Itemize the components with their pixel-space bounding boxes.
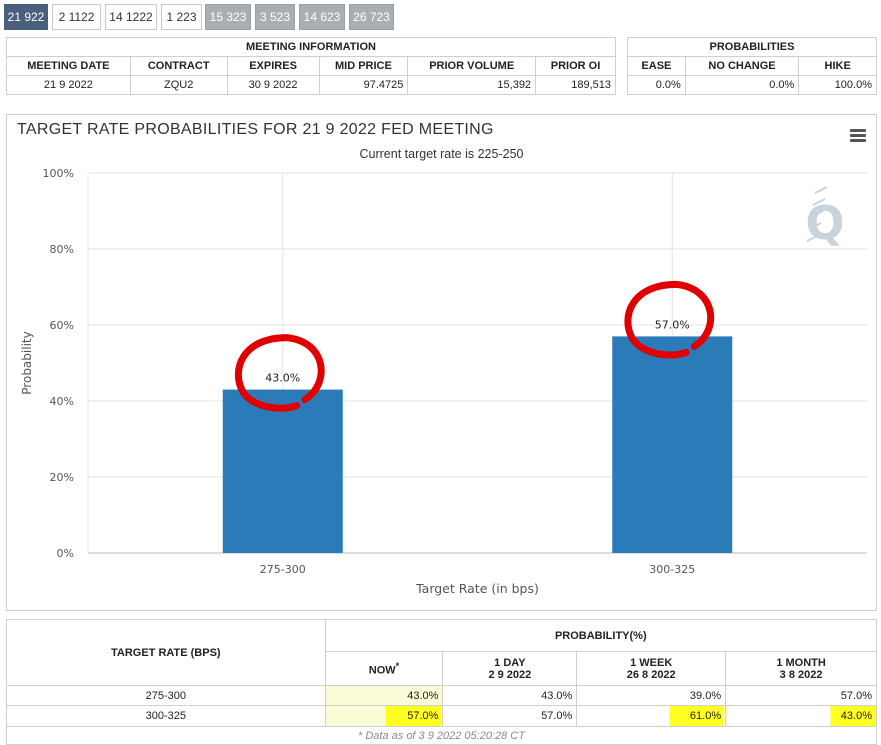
tab-meeting[interactable]: 3 523 bbox=[255, 4, 295, 30]
col-header: PRIOR OI bbox=[535, 56, 616, 76]
data-as-of-footnote: * Data as of 3 9 2022 05:20:28 CT bbox=[6, 726, 877, 745]
x-tick-label: 300-325 bbox=[649, 563, 695, 576]
bar bbox=[222, 389, 343, 553]
prior-oi: 189,513 bbox=[535, 75, 616, 95]
probabilities-table: PROBABILITIES EASE NO CHANGE HIKE 0.0% 0… bbox=[627, 37, 877, 95]
tab-meeting[interactable]: 26 723 bbox=[349, 4, 394, 30]
col-header: MID PRICE bbox=[318, 56, 409, 76]
x-tick-label: 275-300 bbox=[260, 563, 306, 576]
target-rate-header: TARGET RATE (BPS) bbox=[6, 619, 326, 686]
logo-stripe bbox=[810, 210, 824, 218]
logo-stripe bbox=[806, 234, 820, 242]
col-1day-label: 1 DAY bbox=[494, 656, 526, 669]
logo-stripe bbox=[812, 198, 826, 206]
q-logo-watermark: Q bbox=[805, 196, 844, 250]
prob-cell: 57.0% bbox=[442, 705, 578, 727]
rate-label: 300-325 bbox=[6, 705, 326, 727]
probabilities-caption: PROBABILITIES bbox=[627, 37, 877, 57]
probability-table: TARGET RATE (BPS) PROBABILITY(%) NOW* 1 … bbox=[6, 619, 878, 745]
bar-data-label: 57.0% bbox=[655, 318, 690, 331]
bar-chart: 0% 20% 40% 60% 80% 100% 43.0% 275-300 57.0% 300-3… bbox=[20, 167, 867, 596]
prob-cell: 57.0% bbox=[725, 685, 877, 706]
probability-header: PROBABILITY(%) bbox=[324, 619, 878, 652]
y-tick-label: 40% bbox=[50, 395, 74, 408]
y-tick-label: 100% bbox=[43, 167, 74, 180]
tab-meeting[interactable]: 21 922 bbox=[4, 4, 48, 30]
prob-cell-highlighted: 57.0% bbox=[324, 705, 444, 727]
col-header: PRIOR VOLUME bbox=[407, 56, 537, 76]
chart-menu-icon[interactable] bbox=[850, 129, 866, 142]
col-header: MEETING DATE bbox=[6, 56, 131, 76]
hike-value: 100.0% bbox=[798, 75, 877, 95]
bar bbox=[612, 336, 733, 553]
rate-label: 275-300 bbox=[6, 685, 326, 706]
tab-meeting[interactable]: 15 323 bbox=[205, 4, 251, 30]
y-tick-label: 0% bbox=[57, 547, 74, 560]
annotation-circle bbox=[624, 280, 715, 359]
prob-cell-highlighted: 43.0% bbox=[725, 705, 877, 727]
x-axis-title: Target Rate (in bps) bbox=[415, 581, 539, 596]
prior-volume: 15,392 bbox=[407, 75, 537, 95]
col-header: CONTRACT bbox=[129, 56, 228, 76]
col-1week-label: 1 WEEK bbox=[630, 656, 673, 669]
chart-panel: TARGET RATE PROBABILITIES FOR 21 9 2022 … bbox=[6, 114, 877, 611]
logo-stripe bbox=[808, 222, 822, 230]
chart-subtitle: Current target rate is 225-250 bbox=[359, 147, 524, 161]
prob-cell: 39.0% bbox=[576, 685, 727, 706]
col-now-label: NOW bbox=[368, 664, 396, 677]
col-header: NO CHANGE bbox=[684, 56, 800, 76]
col-header: EXPIRES bbox=[226, 56, 320, 76]
bar-data-label: 43.0% bbox=[265, 372, 300, 385]
col-now-sup: * bbox=[395, 660, 400, 671]
col-1month-label: 1 MONTH bbox=[776, 656, 826, 669]
tab-meeting[interactable]: 1 223 bbox=[161, 4, 202, 30]
y-tick-label: 20% bbox=[50, 471, 74, 484]
col-1week-date: 26 8 2022 bbox=[626, 668, 676, 681]
y-tick-label: 60% bbox=[50, 319, 74, 332]
tab-meeting[interactable]: 14 623 bbox=[299, 4, 345, 30]
meeting-info-caption: MEETING INFORMATION bbox=[6, 37, 616, 57]
y-axis-title: Probability bbox=[20, 331, 34, 394]
y-tick-label: 80% bbox=[50, 243, 74, 256]
col-1week: 1 WEEK 26 8 2022 bbox=[576, 651, 727, 686]
prob-cell-highlighted: 61.0% bbox=[576, 705, 727, 727]
annotation-circle bbox=[234, 334, 325, 412]
logo-stripe bbox=[814, 186, 828, 194]
mid-price: 97.4725 bbox=[318, 75, 409, 95]
meeting-info-table: MEETING INFORMATION MEETING DATE CONTRAC… bbox=[6, 37, 616, 95]
prob-cell: 43.0% bbox=[442, 685, 578, 706]
col-1day: 1 DAY 2 9 2022 bbox=[442, 651, 578, 686]
col-1month-date: 3 8 2022 bbox=[779, 668, 823, 681]
tab-meeting[interactable]: 2 1122 bbox=[52, 4, 101, 30]
col-1day-date: 2 9 2022 bbox=[488, 668, 532, 681]
ease-value: 0.0% bbox=[627, 75, 686, 95]
tab-meeting[interactable]: 14 1222 bbox=[105, 4, 157, 30]
expires: 30 9 2022 bbox=[226, 75, 320, 95]
col-now: NOW* bbox=[324, 651, 444, 686]
chart-title: TARGET RATE PROBABILITIES FOR 21 9 2022 … bbox=[17, 121, 494, 138]
no-change-value: 0.0% bbox=[684, 75, 800, 95]
contract: ZQU2 bbox=[129, 75, 228, 95]
col-header: HIKE bbox=[798, 56, 877, 76]
meeting-date: 21 9 2022 bbox=[6, 75, 131, 95]
col-1month: 1 MONTH 3 8 2022 bbox=[725, 651, 877, 686]
prob-cell: 43.0% bbox=[324, 685, 444, 706]
col-header: EASE bbox=[627, 56, 686, 76]
